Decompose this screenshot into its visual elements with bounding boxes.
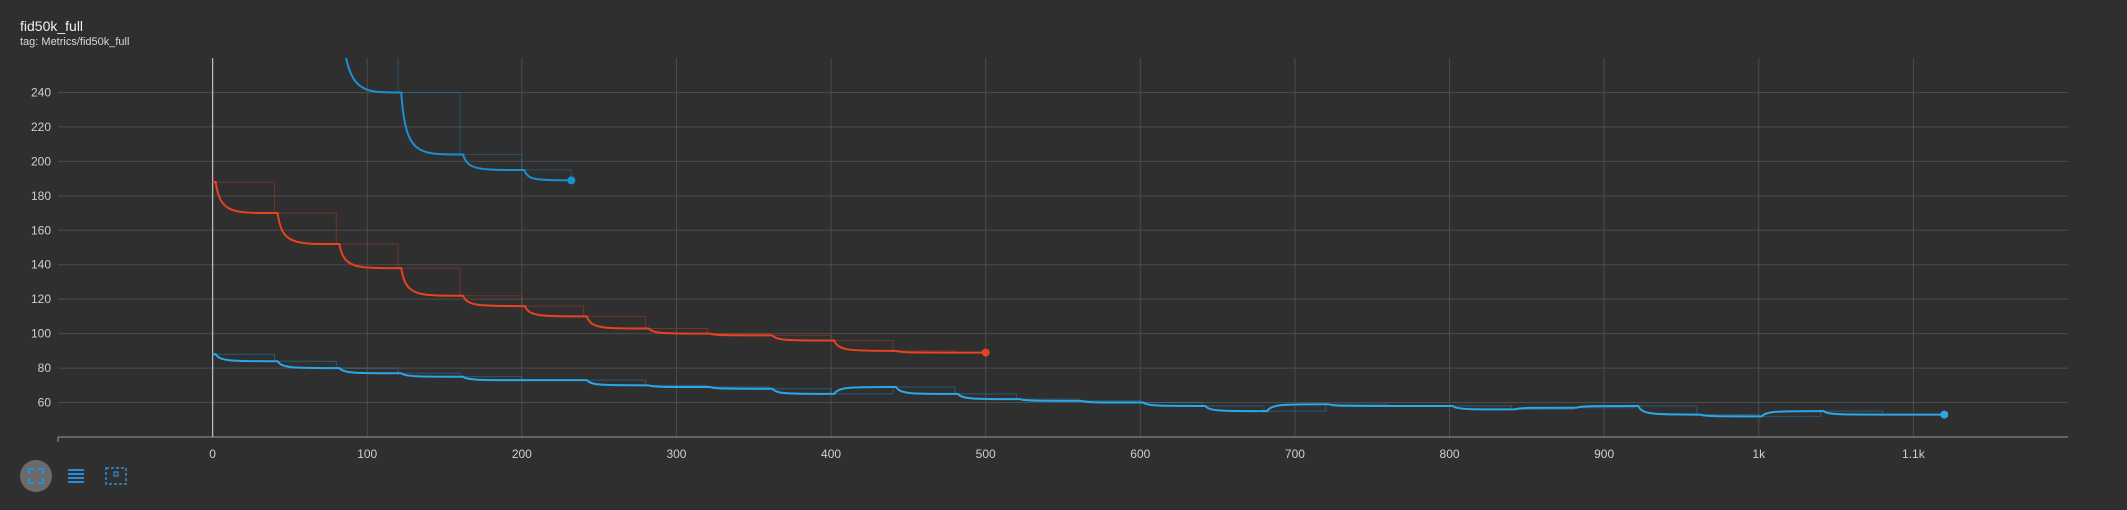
chart-axes: 0 100 200 300 400 500 600 700 800 900 1k 1.1k 60 80 10… [31, 58, 2068, 461]
x-tick-label: 500 [976, 447, 996, 461]
y-tick-label: 80 [38, 361, 52, 375]
x-tick-label: 400 [821, 447, 841, 461]
chart-grid [58, 58, 2068, 437]
chart-toolbar [20, 460, 132, 492]
x-tick-label: 200 [512, 447, 532, 461]
y-tick-label: 140 [31, 258, 51, 272]
series-2 [212, 353, 1945, 418]
toggle-log-button[interactable] [60, 460, 92, 492]
y-tick-label: 160 [31, 223, 51, 237]
y-tick-label: 60 [38, 396, 52, 410]
x-tick-label: 600 [1130, 447, 1150, 461]
y-tick-label: 220 [31, 120, 51, 134]
series-0 [336, 0, 572, 182]
chart-series [212, 0, 1949, 419]
x-tick-label: 1k [1752, 447, 1766, 461]
x-tick-label: 800 [1440, 447, 1460, 461]
dashed-box-icon [105, 467, 127, 485]
x-tick-label: 0 [209, 447, 216, 461]
series-1 [212, 181, 986, 354]
series-end-point[interactable] [567, 176, 576, 185]
list-lines-icon [68, 469, 84, 483]
series-line[interactable] [336, 0, 572, 182]
x-tick-label: 1.1k [1902, 447, 1926, 461]
x-tick-label: 700 [1285, 447, 1305, 461]
x-tick-label: 900 [1594, 447, 1614, 461]
zoom-select-button[interactable] [100, 460, 132, 492]
chart-tag: tag: Metrics/fid50k_full [20, 36, 130, 48]
series-line[interactable] [212, 353, 1945, 418]
y-tick-label: 240 [31, 85, 51, 99]
series-end-point[interactable] [1940, 410, 1949, 419]
chart-title: fid50k_full [20, 18, 84, 34]
series-raw-line [212, 353, 1945, 417]
fit-domain-button[interactable] [20, 460, 52, 492]
x-tick-label: 300 [666, 447, 686, 461]
series-line[interactable] [212, 181, 986, 354]
y-tick-label: 100 [31, 327, 51, 341]
y-tick-label: 120 [31, 292, 51, 306]
x-tick-label: 100 [357, 447, 377, 461]
y-tick-label: 180 [31, 189, 51, 203]
expand-icon [28, 468, 44, 484]
series-raw-line [212, 181, 986, 354]
series-end-point[interactable] [981, 348, 990, 357]
y-tick-label: 200 [31, 154, 51, 168]
